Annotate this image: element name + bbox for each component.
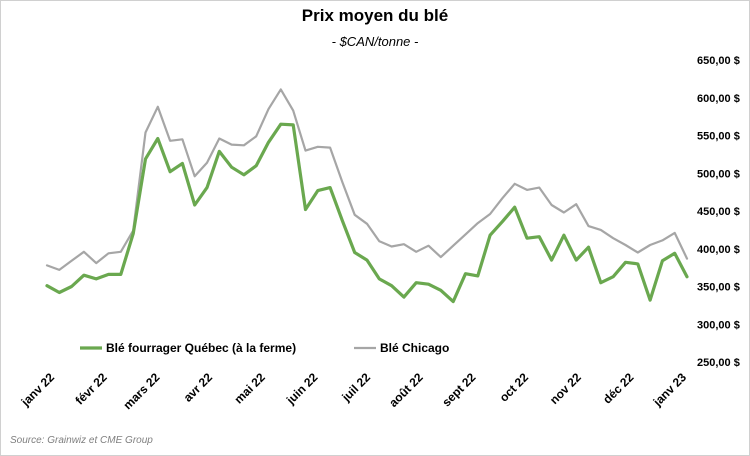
x-tick-label: févr 22 <box>73 370 110 407</box>
x-tick-label: juin 22 <box>283 370 321 408</box>
x-tick-label: déc 22 <box>600 370 637 407</box>
y-tick-label: 400,00 $ <box>697 244 740 256</box>
x-tick-label: juil 22 <box>338 370 373 405</box>
x-tick-label: janv 23 <box>650 370 690 410</box>
x-tick-label: oct 22 <box>497 370 532 405</box>
series-line-chicago <box>45 88 689 271</box>
series-line-quebec <box>45 122 689 304</box>
x-tick-label: sept 22 <box>439 370 478 409</box>
y-tick-label: 500,00 $ <box>697 168 740 180</box>
legend-label-chicago: Blé Chicago <box>380 341 449 355</box>
chart-source: Source: Grainwiz et CME Group <box>10 435 153 446</box>
x-tick-label: mars 22 <box>120 370 162 412</box>
chart-subtitle: - $CAN/tonne - <box>331 34 419 49</box>
y-tick-label: 250,00 $ <box>697 357 740 369</box>
y-tick-label: 300,00 $ <box>697 319 740 331</box>
chart-title: Prix moyen du blé <box>301 6 449 25</box>
x-tick-label: avr 22 <box>181 370 216 405</box>
y-tick-label: 650,00 $ <box>697 55 740 67</box>
x-tick-label: janv 22 <box>18 370 58 410</box>
y-tick-label: 550,00 $ <box>697 131 740 143</box>
y-tick-label: 350,00 $ <box>697 282 740 294</box>
y-tick-label: 450,00 $ <box>697 206 740 218</box>
y-tick-label: 600,00 $ <box>697 93 740 105</box>
x-tick-label: août 22 <box>386 370 426 410</box>
x-tick-label: nov 22 <box>547 370 584 407</box>
x-tick-label: mai 22 <box>231 370 268 407</box>
legend-label-quebec: Blé fourrager Québec (à la ferme) <box>106 341 296 355</box>
